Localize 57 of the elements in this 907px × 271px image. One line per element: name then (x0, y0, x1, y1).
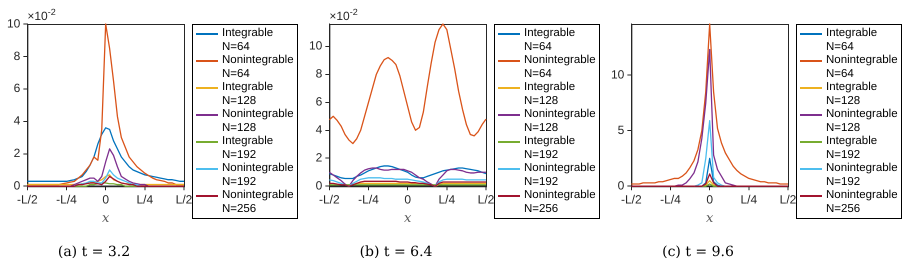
legend-label: Integrable N=192 (826, 135, 878, 162)
x-axis-title: x (706, 210, 714, 226)
y-tick-label: 2 (14, 146, 21, 160)
x-tick-label: L/2 (176, 192, 193, 207)
x-tick-label: L/2 (780, 192, 797, 207)
y-tick-label: 2 (316, 150, 323, 165)
x-tick-label: L/4 (438, 192, 456, 207)
x-tick-label: -L/4 (56, 192, 78, 207)
legend-label: Nonintegrable N=128 (524, 108, 596, 135)
x-tick-label: -L/2 (17, 192, 38, 207)
x-tick-label: -L/4 (358, 192, 380, 207)
legend-label: Integrable N=128 (826, 81, 878, 108)
x-tick-label: L/2 (478, 192, 495, 207)
x-tick-label: L/4 (136, 192, 154, 207)
y-tick-label: 6 (14, 81, 21, 96)
legend-label: Nonintegrable N=64 (524, 54, 596, 81)
y-tick-label: 0 (316, 178, 323, 193)
legend-label: Integrable N=128 (524, 81, 576, 108)
legend-label: Integrable N=64 (524, 27, 576, 54)
x-tick-label: 0 (102, 192, 110, 207)
y-tick-label: 0 (618, 178, 625, 193)
text: (b) t = 6.4 (360, 244, 433, 260)
text: (a) t = 3.2 (58, 244, 130, 260)
x-axis-title: x (102, 210, 110, 226)
legend-label: Nonintegrable N=192 (826, 162, 898, 189)
y-tick-label: 5 (618, 122, 625, 137)
y-tick-label: 10 (6, 16, 21, 30)
y-tick-label: 8 (316, 66, 323, 81)
y-tick-label: 0 (14, 178, 21, 193)
legend-label: Nonintegrable N=256 (826, 189, 898, 216)
y-tick-label: 4 (14, 114, 21, 128)
text: (c) t = 9.6 (662, 244, 734, 260)
legend-label: Integrable N=192 (524, 135, 576, 162)
legend-label: Nonintegrable N=128 (222, 108, 294, 135)
y-tick-label: 4 (316, 122, 323, 137)
x-tick-label: 0 (706, 192, 714, 207)
legend-label: Nonintegrable N=64 (222, 54, 294, 81)
legend-label: Integrable N=128 (222, 81, 274, 108)
y-tick-label: 6 (316, 94, 323, 109)
legend-label: Nonintegrable N=128 (826, 108, 898, 135)
legend-label: Integrable N=192 (222, 135, 274, 162)
y-tick-label: 10 (308, 38, 323, 53)
legend-label: Nonintegrable N=256 (524, 189, 596, 216)
y-tick-label: 8 (14, 48, 21, 63)
x-tick-label: -L/2 (319, 192, 340, 207)
x-tick-label: L/4 (740, 192, 758, 207)
legend-label: Nonintegrable N=192 (222, 162, 294, 189)
y-tick-label: 10 (610, 67, 625, 82)
legend-label: Nonintegrable N=256 (222, 189, 294, 216)
x-tick-label: 0 (404, 192, 412, 207)
legend-label: Nonintegrable N=192 (524, 162, 596, 189)
x-tick-label: -L/2 (621, 192, 642, 207)
x-tick-label: -L/4 (660, 192, 682, 207)
legend-label: Integrable N=64 (222, 27, 274, 54)
legend-label: Integrable N=64 (826, 27, 878, 54)
legend-label: Nonintegrable N=64 (826, 54, 898, 81)
x-axis-title: x (404, 210, 412, 226)
